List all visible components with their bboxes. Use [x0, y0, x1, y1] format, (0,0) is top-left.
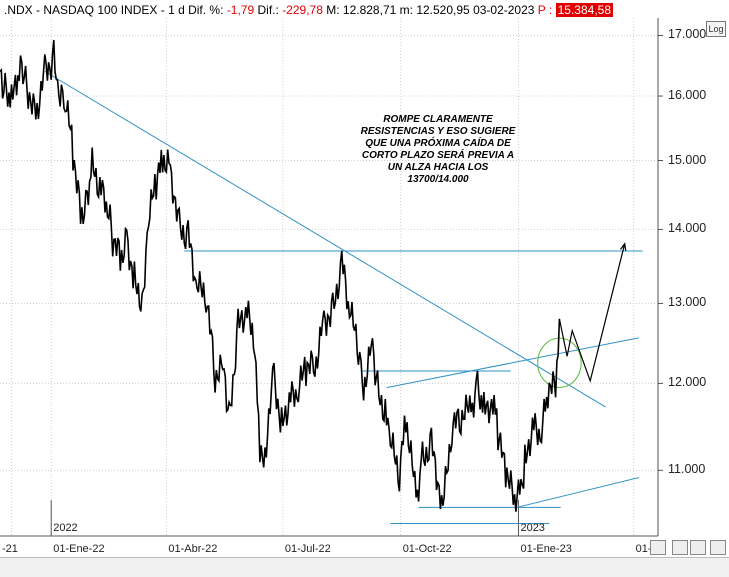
dif-pct-value: -1,79: [226, 3, 255, 17]
price-value: 15.384,58: [555, 3, 613, 17]
max-value: 12.828,71: [342, 3, 397, 17]
projection-path: [558, 242, 627, 383]
price-line: [0, 39, 561, 512]
year-label: 2022: [53, 522, 78, 534]
y-tick-label: 16.000: [668, 88, 707, 103]
year-label: 2023: [520, 522, 545, 534]
annotation-line: CORTO PLAZO SERÁ PREVIA A: [361, 150, 515, 161]
dif-label: Dif.:: [257, 3, 279, 17]
y-tick-label: 15.000: [668, 152, 707, 167]
grid-lines: [0, 18, 663, 536]
save-icon[interactable]: [672, 540, 688, 555]
min-label: m:: [399, 3, 413, 17]
x-tick-label: 01-Jul-22: [284, 543, 331, 555]
min-value: 12.520,95: [416, 3, 470, 17]
price-series: [0, 39, 561, 512]
trendlines: [44, 70, 643, 524]
max-label: M:: [326, 3, 340, 17]
x-tick-label: 01-Oct-22: [402, 543, 452, 555]
x-tick-label: 01-Ene-23: [520, 543, 572, 555]
chart-header: .NDX - NASDAQ 100 INDEX - 1 d Dif. %: -1…: [4, 3, 613, 17]
y-tick-label: 17.000: [668, 27, 707, 42]
downtrend-line: [44, 70, 606, 408]
y-tick-label: 13.000: [668, 295, 707, 310]
dif-value: -229,78: [282, 3, 323, 17]
plot-frame: [0, 18, 659, 537]
y-tick-label: 11.000: [668, 462, 706, 477]
dif-pct-label: Dif. %:: [188, 3, 224, 17]
timeframe-label: 1 d: [168, 3, 185, 17]
channel-upper: [386, 337, 639, 389]
x-tick-label: 01-Ene-22: [53, 543, 105, 555]
scroll-left-button[interactable]: [650, 540, 666, 555]
annotation-line: QUE UNA PRÓXIMA CAÍDA DE: [365, 138, 511, 149]
price-label: P :: [537, 3, 553, 17]
status-bar: [0, 557, 729, 577]
projection-arrowhead: [620, 242, 627, 251]
annotation-line: 13700/14.000: [407, 174, 469, 185]
y-tick-label: 12.000: [668, 375, 707, 390]
annotation-line: RESISTENCIAS Y ESO SUGIERE: [360, 126, 516, 137]
close-icon[interactable]: [710, 540, 726, 555]
zoom-icon[interactable]: [690, 540, 706, 555]
symbol-label: .NDX - NASDAQ 100 INDEX -: [4, 3, 165, 17]
annotation-line: ROMPE CLARAMENTE: [383, 114, 493, 125]
x-tick-label: 01-Abr-22: [168, 543, 218, 555]
projection-line: [558, 243, 626, 383]
y-tick-label: 14.000: [668, 221, 707, 236]
x-tick-label: -21: [2, 543, 18, 555]
date-value: 03-02-2023: [473, 3, 535, 17]
annotation-text: ROMPE CLARAMENTE RESISTENCIAS Y ESO SUGI…: [348, 114, 528, 186]
annotation-line: UN ALZA HACIA LOS: [387, 162, 489, 173]
log-scale-button[interactable]: Log: [706, 21, 726, 37]
channel-lower: [517, 477, 639, 508]
